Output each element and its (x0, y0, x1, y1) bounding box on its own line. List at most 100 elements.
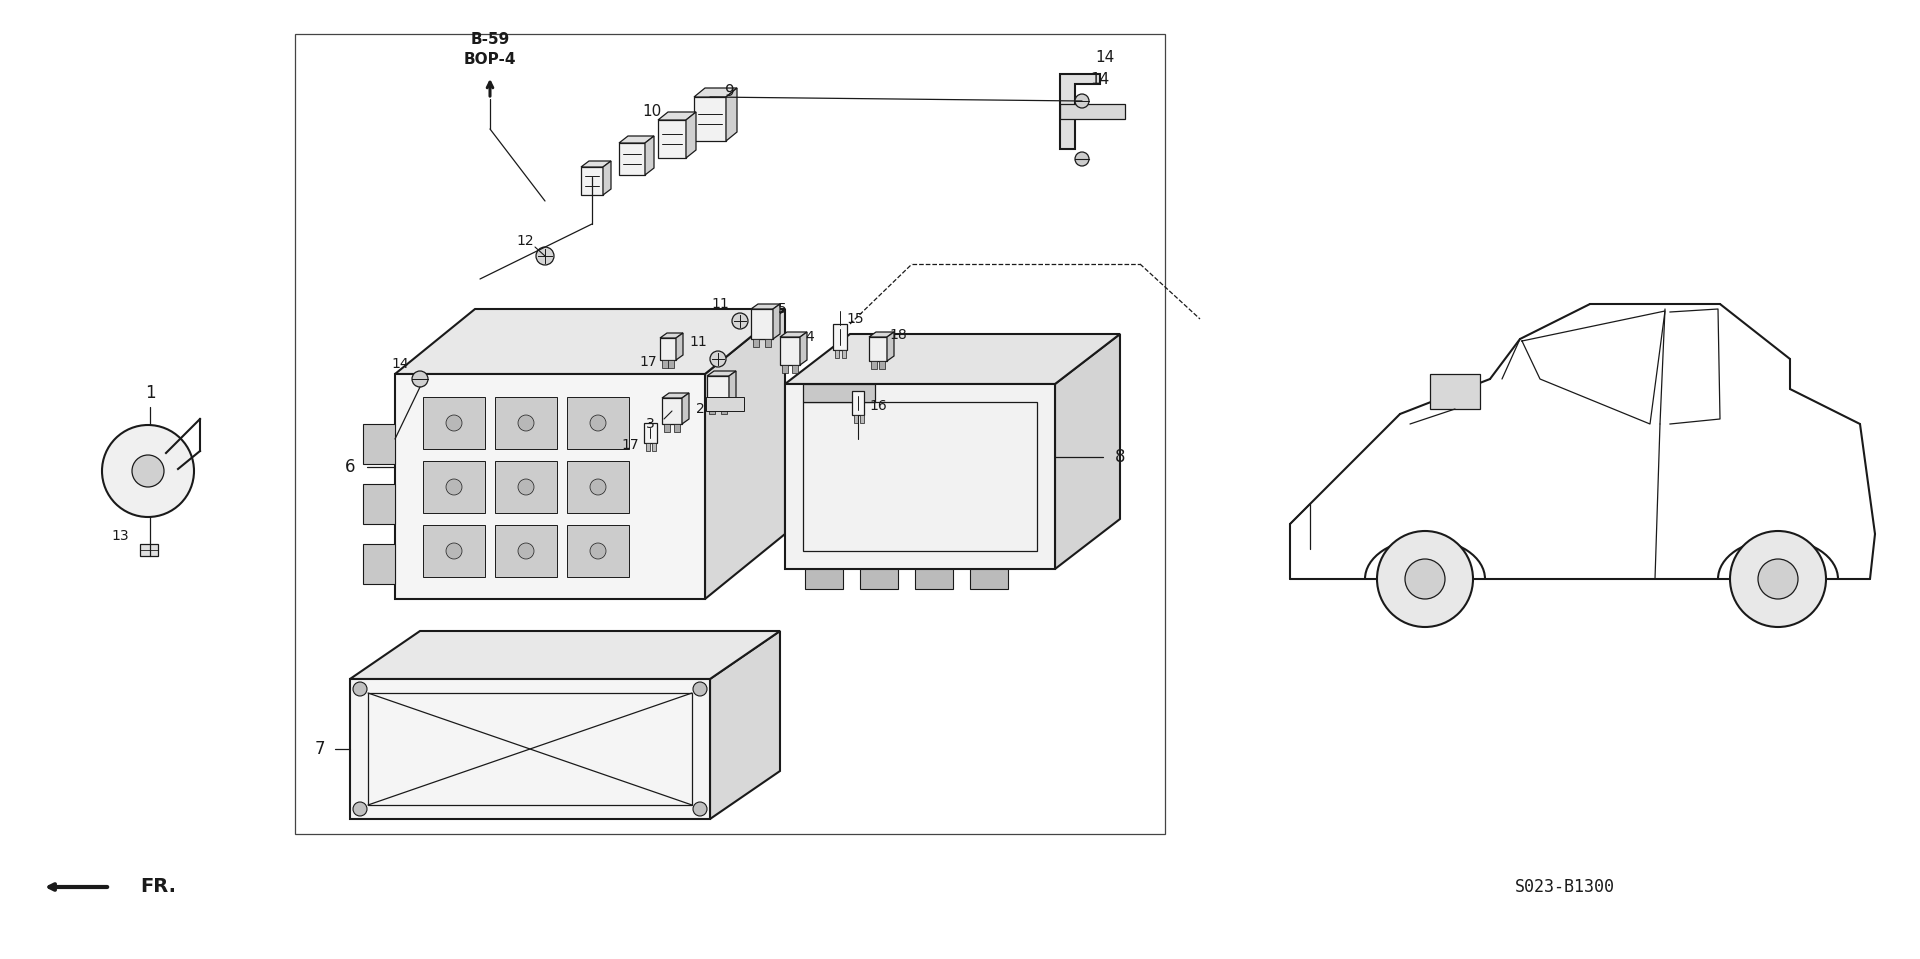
Bar (668, 360, 674, 368)
Polygon shape (730, 371, 735, 406)
Polygon shape (660, 338, 676, 360)
Text: B-59: B-59 (470, 32, 509, 46)
Text: BOP-4: BOP-4 (465, 52, 516, 66)
Text: 15: 15 (847, 312, 864, 326)
Text: 8: 8 (1116, 448, 1125, 466)
Polygon shape (396, 309, 785, 374)
Polygon shape (662, 398, 682, 424)
Polygon shape (349, 631, 780, 679)
Text: 17: 17 (622, 438, 639, 452)
Text: 14: 14 (1091, 72, 1110, 86)
Polygon shape (618, 143, 645, 175)
Circle shape (132, 455, 163, 487)
Bar (566, 461, 630, 513)
Text: 14: 14 (1096, 50, 1116, 64)
Circle shape (1075, 152, 1089, 166)
Bar (803, 402, 1037, 551)
Bar (369, 693, 691, 805)
Text: 4: 4 (806, 330, 814, 344)
Bar (852, 391, 864, 415)
Polygon shape (751, 304, 780, 309)
Circle shape (589, 479, 607, 495)
Bar (645, 443, 649, 451)
Text: 17: 17 (639, 355, 657, 369)
Bar (363, 544, 396, 584)
Bar (396, 374, 705, 599)
Bar (495, 397, 557, 449)
Text: 16: 16 (870, 399, 887, 413)
Circle shape (589, 543, 607, 559)
Circle shape (1759, 559, 1797, 599)
Circle shape (710, 351, 726, 367)
Text: 18: 18 (889, 328, 906, 342)
Polygon shape (785, 334, 1119, 384)
Bar (566, 397, 630, 449)
Text: FR.: FR. (140, 877, 177, 897)
Circle shape (102, 425, 194, 517)
Text: 12: 12 (516, 234, 534, 248)
Bar (753, 339, 758, 347)
Polygon shape (659, 120, 685, 158)
Polygon shape (870, 332, 895, 337)
Polygon shape (693, 97, 726, 141)
Bar (879, 361, 885, 369)
Bar (707, 397, 745, 411)
Circle shape (1730, 531, 1826, 627)
Polygon shape (645, 136, 655, 175)
Circle shape (518, 479, 534, 495)
Polygon shape (726, 88, 737, 141)
Polygon shape (780, 332, 806, 337)
Circle shape (693, 802, 707, 816)
Bar (422, 525, 486, 577)
Circle shape (413, 371, 428, 387)
Bar (296, 34, 1165, 834)
Bar (860, 569, 899, 589)
Polygon shape (803, 384, 876, 402)
Circle shape (1405, 559, 1446, 599)
Circle shape (445, 415, 463, 431)
Polygon shape (710, 631, 780, 819)
Polygon shape (774, 304, 780, 339)
Text: 6: 6 (346, 458, 355, 476)
Circle shape (1377, 531, 1473, 627)
Text: 2: 2 (695, 402, 705, 416)
Polygon shape (685, 112, 695, 158)
Polygon shape (662, 393, 689, 398)
Polygon shape (887, 332, 895, 361)
Circle shape (693, 682, 707, 696)
Bar (781, 365, 787, 373)
Bar (643, 423, 657, 443)
Polygon shape (693, 88, 737, 97)
Bar (363, 424, 396, 464)
Polygon shape (1054, 334, 1119, 569)
Bar (662, 360, 668, 368)
Bar (653, 443, 657, 451)
Polygon shape (1060, 104, 1125, 119)
Text: 5: 5 (778, 302, 787, 316)
Text: S023-B1300: S023-B1300 (1515, 878, 1615, 896)
Polygon shape (659, 112, 695, 120)
Circle shape (536, 247, 555, 265)
Bar (495, 525, 557, 577)
Bar (860, 415, 864, 423)
Circle shape (518, 415, 534, 431)
Bar (664, 424, 670, 432)
Polygon shape (603, 161, 611, 195)
Text: 14: 14 (392, 357, 409, 371)
Bar (804, 569, 843, 589)
Text: 11: 11 (710, 297, 730, 311)
Polygon shape (870, 337, 887, 361)
Polygon shape (1060, 74, 1100, 149)
Text: 10: 10 (643, 104, 662, 119)
Bar (970, 569, 1008, 589)
Bar (708, 406, 714, 414)
Polygon shape (780, 337, 801, 365)
Text: 3: 3 (645, 417, 655, 431)
Text: 9: 9 (726, 83, 735, 99)
Polygon shape (582, 161, 611, 167)
Polygon shape (582, 167, 603, 195)
Bar (764, 339, 772, 347)
Circle shape (518, 543, 534, 559)
Circle shape (445, 479, 463, 495)
Text: 7: 7 (315, 740, 324, 758)
